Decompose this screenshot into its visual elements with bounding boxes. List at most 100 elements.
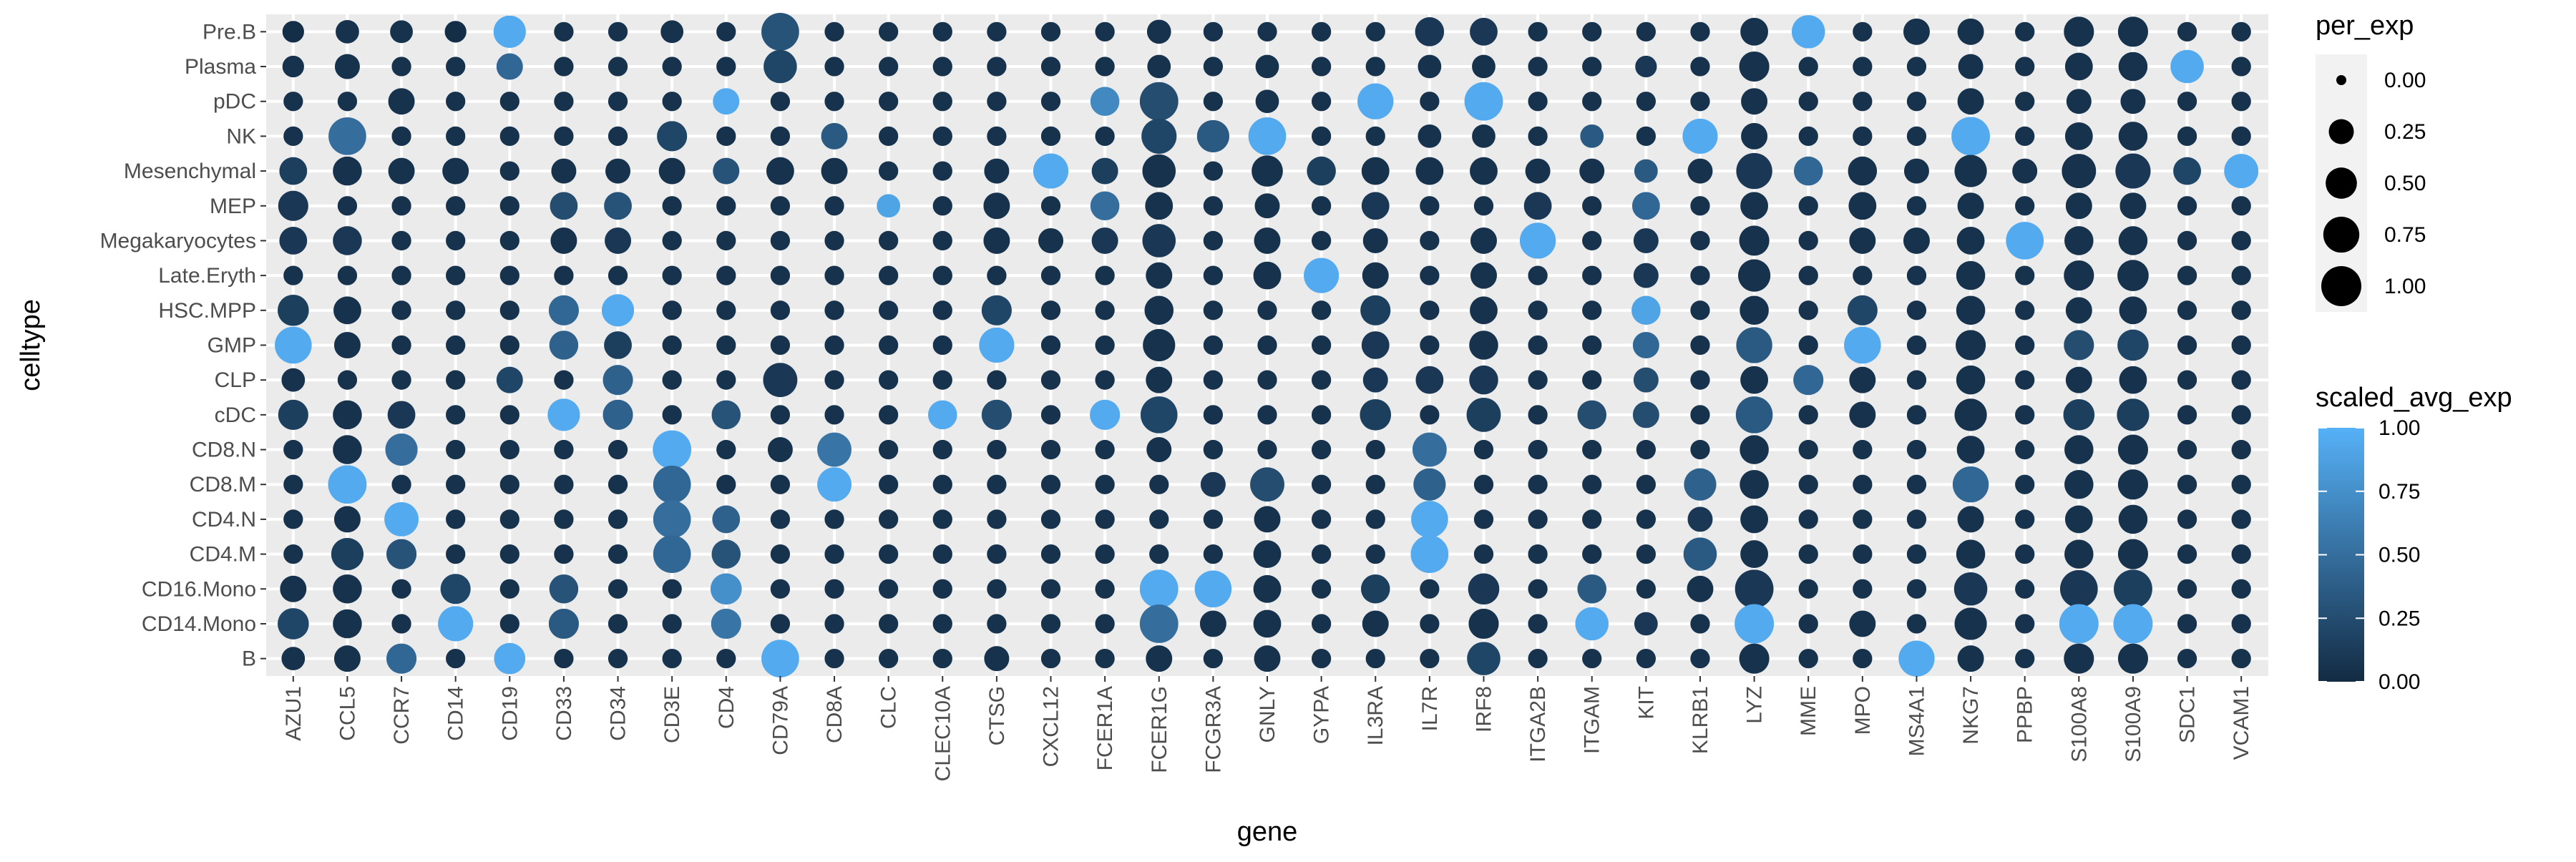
dot-KLRB1-CD4.M: [1683, 537, 1717, 571]
dot-CD79A-NK: [770, 126, 791, 147]
x-tick-label: GNLY: [1256, 686, 1279, 743]
dot-LYZ-Mesenchymal: [1736, 152, 1772, 190]
dot-MPO-Plasma: [1853, 57, 1873, 77]
dot-CD34-MEP: [604, 192, 632, 220]
size-legend: per_exp 0.00 0.25 0.50 0.75 1.00: [2316, 11, 2426, 312]
dot-CD3E-pDC: [662, 92, 682, 112]
dot-CD14-Megakaryocytes: [446, 230, 466, 251]
dot-KLRB1-NK: [1682, 118, 1718, 154]
dot-FCGR3A-Plasma: [1203, 57, 1224, 77]
dot-LYZ-HSC.MPP: [1740, 295, 1769, 325]
dot-AZU1-HSC.MPP: [277, 294, 309, 326]
dot-ITGA2B-CD4.M: [1528, 544, 1548, 564]
dot-CD34-cDC: [602, 399, 633, 430]
dot-CD3E-CD14.Mono: [662, 614, 682, 634]
dot-CLC-CD8.M: [879, 474, 899, 494]
dot-CD8A-MEP: [824, 196, 844, 216]
x-tick-label: CD19: [498, 686, 522, 741]
dot-IL3RA-cDC: [1360, 399, 1392, 431]
dot-CLC-NK: [879, 126, 899, 147]
dot-CCR7-B: [386, 643, 417, 674]
dot-CTSG-Mesenchymal: [984, 158, 1010, 184]
y-axis: Pre.B Plasma pDC NK Mesenchymal MEP Megakaryoc…: [100, 20, 266, 671]
dot-CD4-Pre.B: [716, 21, 736, 41]
dot-GNLY-Late.Eryth: [1253, 261, 1282, 290]
dot-CD8A-cDC: [824, 405, 844, 425]
dot-NKG7-CD14.Mono: [1954, 607, 1987, 640]
dot-CTSG-CD14.Mono: [987, 614, 1007, 634]
dot-IRF8-GMP: [1469, 330, 1498, 360]
x-tick-label: CD34: [607, 686, 630, 741]
dot-CD19-B: [494, 642, 526, 675]
dot-SDC1-Mesenchymal: [2173, 157, 2201, 185]
dot-NKG7-CD8.N: [1956, 436, 1985, 464]
dot-LYZ-B: [1739, 643, 1770, 674]
x-tick-label: LYZ: [1743, 686, 1767, 724]
dot-MS4A1-GMP: [1906, 335, 1927, 356]
dot-IL7R-Late.Eryth: [1420, 265, 1440, 285]
dot-CD34-HSC.MPP: [601, 294, 635, 327]
dot-CLEC10A-CLP: [932, 370, 952, 390]
dot-PPBP-GMP: [2015, 335, 2035, 356]
dot-GYPA-MEP: [1311, 196, 1332, 216]
dot-MME-Mesenchymal: [1793, 156, 1823, 186]
dot-layer: [275, 12, 2259, 678]
dot-FCER1A-pDC: [1090, 87, 1120, 116]
dot-NKG7-cDC: [1954, 398, 1987, 431]
dot-MME-pDC: [1798, 92, 1818, 112]
dot-VCAM1-CD14.Mono: [2231, 614, 2251, 634]
dot-LYZ-CLP: [1740, 366, 1769, 394]
dot-LYZ-pDC: [1741, 88, 1768, 115]
x-tick-label: S100A8: [2067, 686, 2091, 763]
dot-CD4-CD8.N: [716, 439, 736, 460]
dot-CD34-CD4.M: [608, 544, 628, 564]
dot-CD3E-Late.Eryth: [662, 265, 682, 285]
dot-CD79A-Pre.B: [761, 12, 799, 51]
dot-FCGR3A-B: [1203, 649, 1224, 669]
dot-LYZ-CD4.M: [1740, 540, 1769, 569]
dot-CD79A-Plasma: [763, 49, 797, 84]
dot-SDC1-GMP: [2177, 335, 2197, 356]
size-legend-label: 0.00: [2384, 69, 2426, 92]
y-tick-label: MEP: [210, 195, 256, 218]
dot-KIT-cDC: [1632, 401, 1659, 428]
dot-CXCL12-cDC: [1040, 405, 1061, 425]
dot-CD19-CD16.Mono: [499, 579, 519, 599]
dot-SDC1-Megakaryocytes: [2177, 230, 2197, 251]
dot-SDC1-CD8.M: [2177, 474, 2197, 494]
dot-ITGAM-pDC: [1582, 92, 1602, 112]
dot-CCL5-CD4.N: [333, 506, 361, 533]
dot-ITGAM-MEP: [1582, 196, 1602, 216]
dot-CD34-CD8.N: [608, 439, 628, 460]
dot-KIT-Pre.B: [1636, 21, 1656, 41]
dot-CD14-CD8.N: [446, 439, 466, 460]
dot-GNLY-NK: [1248, 117, 1287, 155]
dot-IRF8-MEP: [1473, 196, 1494, 216]
x-tick-label: MME: [1797, 686, 1820, 736]
dot-IL3RA-CD8.N: [1365, 439, 1385, 460]
color-legend-label: 0.75: [2379, 480, 2420, 504]
dot-CD19-MEP: [499, 196, 519, 216]
dot-GNLY-CD8.M: [1250, 467, 1284, 502]
dot-GYPA-CD16.Mono: [1311, 579, 1332, 599]
dot-FCER1G-CLP: [1146, 366, 1173, 393]
dot-KLRB1-pDC: [1690, 92, 1710, 112]
dot-FCER1A-CD14.Mono: [1095, 614, 1115, 634]
dot-CD8A-pDC: [824, 92, 844, 112]
dot-IL7R-CD14.Mono: [1420, 614, 1440, 634]
dot-IL7R-Plasma: [1418, 54, 1442, 79]
y-tick-label: CD14.Mono: [142, 612, 256, 636]
dot-ITGA2B-CD4.N: [1528, 509, 1548, 529]
dot-CLC-Megakaryocytes: [879, 230, 899, 251]
dot-CD3E-Mesenchymal: [658, 157, 686, 185]
dot-CTSG-pDC: [987, 92, 1007, 112]
dot-KLRB1-Mesenchymal: [1687, 158, 1713, 184]
dot-CD19-Plasma: [496, 53, 523, 80]
dot-FCER1A-cDC: [1090, 399, 1121, 430]
dot-IRF8-cDC: [1466, 397, 1501, 432]
dot-GYPA-CD8.N: [1311, 439, 1332, 460]
dot-ITGAM-NK: [1580, 124, 1604, 148]
dot-GYPA-GMP: [1311, 335, 1332, 356]
dot-PPBP-Pre.B: [2015, 21, 2035, 41]
dot-CD33-Pre.B: [554, 21, 574, 41]
